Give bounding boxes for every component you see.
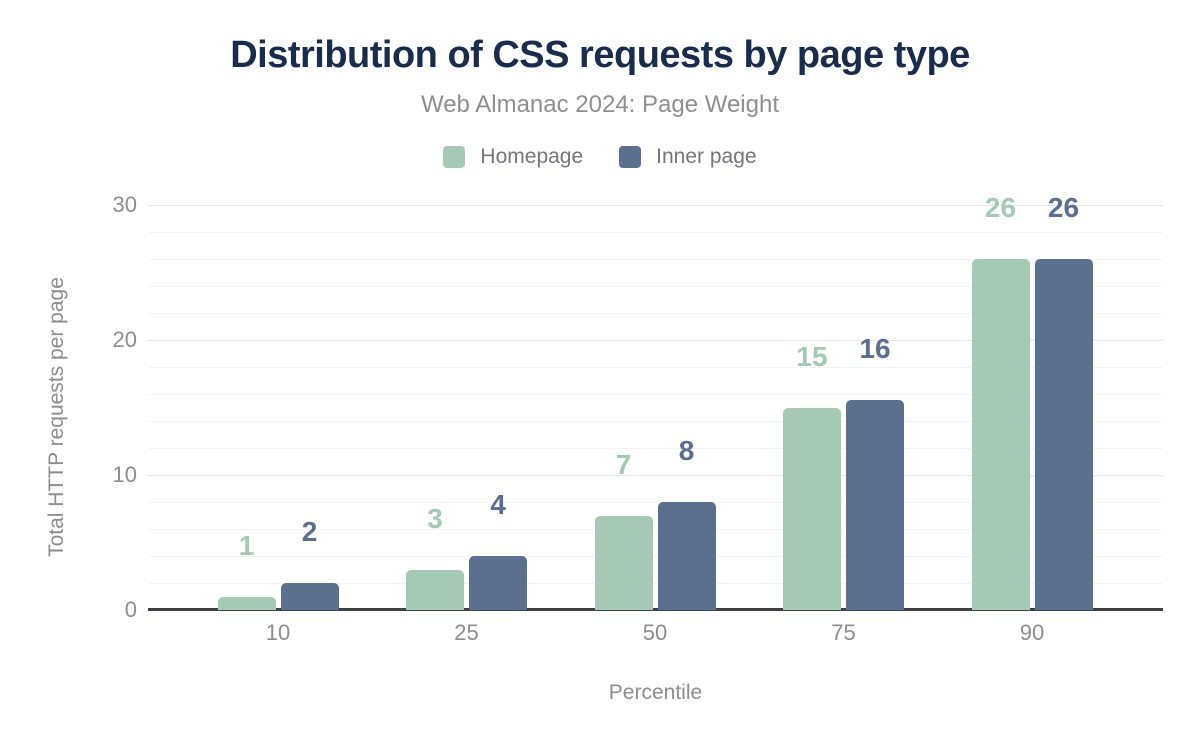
bar-inner-page-p10[interactable] bbox=[280, 583, 339, 610]
x-tick-label-p10: 10 bbox=[265, 620, 291, 645]
minor-gridline bbox=[148, 367, 1163, 368]
minor-gridline bbox=[148, 394, 1163, 395]
bar-value-label-homepage-p90: 26 bbox=[984, 192, 1017, 223]
bar-value-label-homepage-p75: 15 bbox=[796, 340, 828, 372]
legend: Homepage Inner page bbox=[0, 144, 1200, 170]
bar-value-label-inner-page-p75: 16 bbox=[859, 333, 891, 365]
bar-value-label-inner-page-p10: 2 bbox=[301, 516, 318, 547]
minor-gridline bbox=[148, 286, 1163, 287]
y-tick-label: 0 bbox=[124, 597, 137, 622]
y-tick-label: 10 bbox=[112, 462, 137, 487]
y-tick-label: 30 bbox=[112, 192, 137, 217]
bar-value-label-inner-page-p50: 8 bbox=[678, 435, 695, 466]
minor-gridline bbox=[148, 421, 1163, 422]
legend-label-inner-page: Inner page bbox=[656, 145, 757, 168]
homepage-swatch-icon bbox=[443, 146, 466, 168]
minor-gridline bbox=[148, 232, 1163, 233]
x-tick-label-p50: 50 bbox=[642, 620, 668, 645]
legend-item-inner-page: Inner page bbox=[619, 145, 757, 169]
major-gridline bbox=[148, 475, 1163, 476]
minor-gridline bbox=[148, 259, 1163, 260]
minor-gridline bbox=[148, 313, 1163, 314]
bar-homepage-p90[interactable] bbox=[971, 259, 1030, 610]
chart-subtitle: Web Almanac 2024: Page Weight bbox=[420, 91, 779, 118]
legend-label-homepage: Homepage bbox=[480, 145, 584, 168]
minor-gridline bbox=[148, 502, 1163, 503]
bar-value-label-inner-page-p90: 26 bbox=[1047, 192, 1080, 223]
x-tick-label-p25: 25 bbox=[454, 620, 479, 645]
bar-inner-page-p50[interactable] bbox=[657, 502, 716, 610]
bar-homepage-p75[interactable] bbox=[783, 407, 841, 610]
chart-title: Distribution of CSS requests by page typ… bbox=[230, 34, 970, 76]
major-gridline bbox=[148, 205, 1163, 206]
inner-page-swatch-icon bbox=[619, 146, 642, 168]
bar-value-label-homepage-p50: 7 bbox=[615, 448, 632, 480]
bar-homepage-p50[interactable] bbox=[594, 515, 653, 610]
y-tick-label: 20 bbox=[112, 327, 137, 352]
minor-gridline bbox=[148, 448, 1163, 449]
bar-value-label-homepage-p10: 1 bbox=[238, 529, 255, 561]
bar-value-label-inner-page-p25: 4 bbox=[490, 489, 506, 520]
x-tick-label-p90: 90 bbox=[1019, 620, 1045, 645]
bar-value-label-homepage-p25: 3 bbox=[427, 502, 443, 534]
minor-gridline bbox=[148, 583, 1163, 584]
minor-gridline bbox=[148, 556, 1163, 557]
bar-inner-page-p75[interactable] bbox=[846, 400, 904, 610]
bar-homepage-p25[interactable] bbox=[406, 569, 464, 610]
legend-item-homepage: Homepage bbox=[443, 145, 583, 169]
bar-inner-page-p90[interactable] bbox=[1034, 259, 1093, 610]
bar-homepage-p10[interactable] bbox=[217, 596, 276, 610]
x-axis-title: Percentile bbox=[608, 681, 703, 704]
minor-gridline bbox=[148, 529, 1163, 530]
x-axis-line bbox=[148, 608, 1163, 611]
bar-inner-page-p25[interactable] bbox=[469, 556, 527, 610]
major-gridline bbox=[148, 340, 1163, 341]
x-tick-label-p75: 75 bbox=[831, 620, 856, 645]
